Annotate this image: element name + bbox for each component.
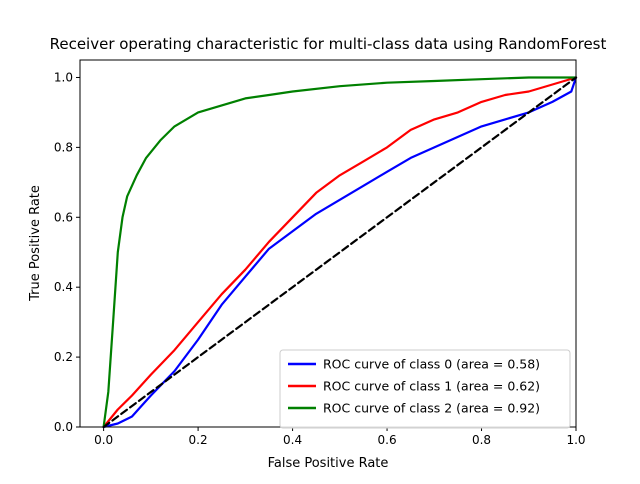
legend: ROC curve of class 0 (area = 0.58) ROC cu…: [279, 349, 571, 429]
y-tick-label: 0.4: [54, 280, 73, 294]
y-tick-label: 0.6: [54, 210, 73, 224]
chart-title: Receiver operating characteristic for mu…: [50, 35, 607, 53]
x-axis-label: False Positive Rate: [268, 456, 389, 471]
y-tick-label: 0.8: [54, 140, 73, 154]
legend-box: [279, 349, 571, 429]
y-ticks: 0.0 0.2 0.4 0.6 0.8 1.0: [54, 70, 80, 434]
roc-curve-class-0: [102, 76, 578, 429]
y-tick-label: 0.0: [54, 420, 73, 434]
x-tick-label: 0.4: [283, 433, 302, 447]
y-axis-label: True Positive Rate: [28, 185, 43, 302]
roc-curve-class-1: [102, 76, 578, 429]
x-tick-label: 0.2: [189, 433, 208, 447]
x-tick-label: 0.6: [378, 433, 397, 447]
x-ticks: 0.0 0.2 0.4 0.6 0.8 1.0: [94, 427, 586, 447]
y-tick-label: 1.0: [54, 70, 73, 84]
legend-label-class-0: ROC curve of class 0 (area = 0.58): [323, 357, 540, 372]
legend-label-class-1: ROC curve of class 1 (area = 0.62): [323, 379, 540, 394]
x-tick-label: 0.8: [472, 433, 491, 447]
series-layer: [102, 76, 578, 429]
x-tick-label: 1.0: [566, 433, 585, 447]
x-tick-label: 0.0: [94, 433, 113, 447]
chance-diagonal-line: [102, 76, 578, 429]
legend-label-class-2: ROC curve of class 2 (area = 0.92): [323, 401, 540, 416]
y-tick-label: 0.2: [54, 350, 73, 364]
roc-curve-class-2: [102, 76, 578, 429]
